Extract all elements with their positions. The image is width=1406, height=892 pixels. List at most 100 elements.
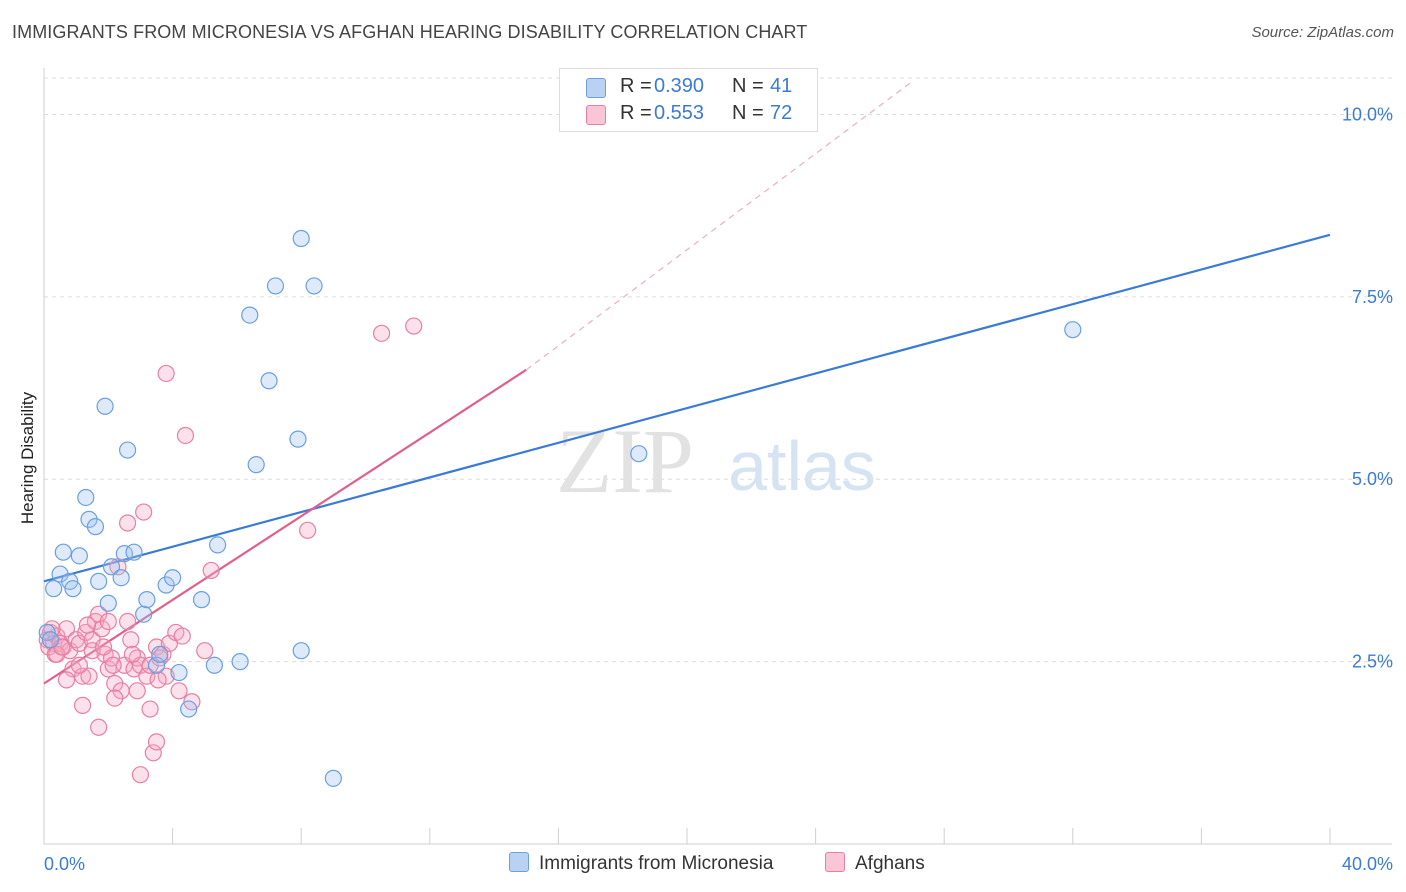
micronesia-point <box>231 653 249 671</box>
micronesia-point <box>630 445 648 463</box>
micronesia-point <box>289 430 307 448</box>
afghan-point <box>157 364 175 383</box>
legend-label-micronesia: Immigrants from Micronesia <box>539 853 774 874</box>
watermark-atlas: atlas <box>728 427 876 505</box>
micronesia-point <box>192 591 211 609</box>
micronesia-point <box>180 700 198 718</box>
legend-swatch-blue <box>586 78 606 98</box>
micronesia-point <box>86 518 105 536</box>
micronesia-point <box>96 397 114 415</box>
bottom-legend-micronesia: Immigrants from Micronesia <box>509 852 773 875</box>
afghan-point <box>99 612 117 631</box>
afghan-point <box>196 642 214 660</box>
afghan-point <box>73 696 92 714</box>
y-tick-label: 5.0% <box>1352 469 1393 489</box>
afghan-point <box>135 503 153 521</box>
gridlines <box>44 77 1392 663</box>
legend-n-label: N = <box>732 102 764 124</box>
trend-line-micronesia <box>43 233 1331 583</box>
trend-line-afghans-extension <box>525 81 913 371</box>
micronesia-point <box>292 229 310 248</box>
micronesia-point <box>147 656 166 674</box>
bottom-legend-afghans: Afghans <box>825 852 925 875</box>
legend-r-label: R = <box>620 102 652 124</box>
legend-r-value: 0.553 <box>654 102 705 124</box>
legend-swatch-pink <box>586 105 606 125</box>
micronesia-point <box>324 769 342 787</box>
afghan-point <box>73 667 92 685</box>
y-tick-label: 10.0% <box>1342 104 1393 124</box>
afghan-point <box>144 744 162 762</box>
afghan-point <box>176 426 195 445</box>
afghan-point <box>83 642 101 660</box>
x-tick-label: 40.0% <box>1342 854 1393 874</box>
legend-r-value: 0.390 <box>654 75 705 97</box>
tick-labels: 2.5% 5.0% 7.5% 10.0% 0.0% 40.0% <box>44 104 1393 874</box>
afghan-point <box>202 561 220 580</box>
afghan-point <box>118 514 137 532</box>
micronesia-point <box>305 277 323 295</box>
correlation-legend: R = 0.390 N = 41 R = 0.553 N = 72 <box>559 68 818 132</box>
legend-n-value: 72 <box>770 102 793 124</box>
afghan-point <box>138 667 156 685</box>
afghan-point <box>122 631 140 649</box>
trend-lines <box>43 81 1331 685</box>
afghan-point <box>106 689 124 707</box>
micronesia-point <box>64 580 82 598</box>
source-credit: Source: ZipAtlas.com <box>1251 24 1394 41</box>
micronesia-point <box>241 306 259 324</box>
y-tick-label: 2.5% <box>1352 652 1393 672</box>
afghan-point <box>149 671 167 689</box>
afghan-point <box>141 700 159 718</box>
afghan-point <box>80 667 98 685</box>
watermark-zip: ZIP <box>556 410 694 512</box>
micronesia-point <box>118 441 137 459</box>
micronesia-point <box>102 558 121 576</box>
micronesia-point <box>90 572 108 590</box>
legend-swatch-blue <box>509 852 529 872</box>
afghan-point <box>70 656 88 674</box>
micronesia-point <box>41 631 60 649</box>
micronesia-point <box>209 536 227 554</box>
data-points <box>38 229 1082 787</box>
micronesia-point <box>54 543 72 561</box>
x-tick-label: 0.0% <box>44 854 85 874</box>
afghan-point <box>147 733 166 751</box>
afghan-point <box>57 620 76 638</box>
afghan-point <box>405 317 423 335</box>
afghan-point <box>78 616 97 634</box>
afghan-point <box>57 671 76 689</box>
micronesia-point <box>247 456 265 474</box>
afghan-point <box>90 718 108 736</box>
afghan-point <box>94 638 113 656</box>
micronesia-point <box>138 591 156 609</box>
afghan-point <box>70 634 88 652</box>
trend-line-afghans <box>43 368 527 685</box>
axes <box>43 68 1392 845</box>
micronesia-point <box>1064 321 1082 339</box>
legend-n-value: 41 <box>770 75 793 97</box>
micronesia-point <box>77 488 95 507</box>
micronesia-point <box>260 372 278 390</box>
afghan-point <box>173 627 191 645</box>
micronesia-point <box>151 645 169 663</box>
afghan-point <box>104 656 122 674</box>
micronesia-point <box>266 277 285 295</box>
legend-label-afghans: Afghans <box>855 853 925 874</box>
afghan-point <box>131 766 150 784</box>
micronesia-point <box>99 594 117 612</box>
afghan-point <box>372 324 391 342</box>
micronesia-point <box>125 543 143 561</box>
afghan-point <box>118 612 137 631</box>
afghan-point <box>123 645 142 663</box>
legend-r-label: R = <box>620 75 652 97</box>
afghan-point <box>170 682 188 700</box>
micronesia-point <box>164 569 182 587</box>
micronesia-point <box>170 663 188 682</box>
afghan-point <box>128 682 146 700</box>
y-axis-label: Hearing Disability <box>18 391 37 525</box>
micronesia-point <box>205 656 223 674</box>
micronesia-point <box>70 547 88 565</box>
afghan-point <box>157 667 175 685</box>
